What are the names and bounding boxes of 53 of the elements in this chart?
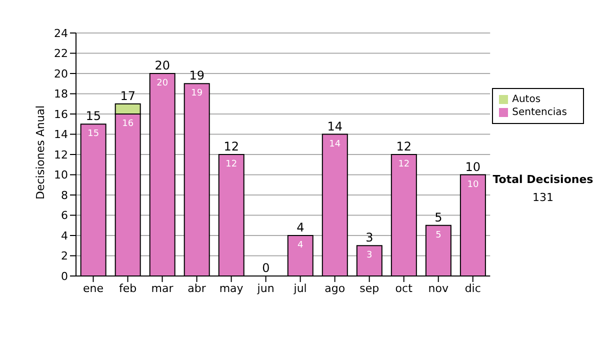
x-tick-label: jun bbox=[256, 282, 274, 295]
y-tick-label: 4 bbox=[61, 229, 68, 242]
x-tick-label: may bbox=[219, 282, 244, 295]
y-tick-label: 16 bbox=[54, 108, 68, 121]
text: 131 bbox=[532, 191, 554, 204]
data-label: 15 bbox=[88, 129, 100, 140]
x-tick-label: sep bbox=[360, 282, 380, 295]
total-label: 19 bbox=[189, 68, 205, 83]
y-tick-label: 24 bbox=[54, 26, 68, 40]
data-label: 3 bbox=[366, 250, 372, 261]
data-label: 5 bbox=[436, 230, 442, 240]
y-tick-label: 8 bbox=[61, 188, 68, 202]
x-tick-label: feb bbox=[118, 282, 137, 295]
legend-label: Autos bbox=[512, 94, 541, 105]
total-label: 10 bbox=[465, 160, 481, 174]
total-label: 14 bbox=[327, 119, 343, 134]
total-label: 4 bbox=[296, 220, 304, 234]
total-label: 17 bbox=[120, 88, 136, 103]
data-label: 14 bbox=[329, 139, 341, 150]
total-label: 3 bbox=[366, 230, 374, 245]
y-axis-title: Decisiones Anual bbox=[34, 105, 47, 200]
total-label: 5 bbox=[434, 210, 442, 224]
x-tick-label: dic bbox=[464, 282, 481, 295]
data-label: 4 bbox=[298, 240, 304, 250]
data-label: 16 bbox=[122, 119, 134, 129]
x-tick-label: oct bbox=[395, 282, 414, 295]
data-label: 12 bbox=[398, 160, 410, 170]
legend-label: Sentencias bbox=[512, 107, 567, 118]
total-label: 12 bbox=[224, 140, 240, 154]
data-label: 20 bbox=[156, 78, 168, 88]
total-label: 15 bbox=[86, 109, 101, 124]
x-tick-label: ago bbox=[324, 282, 346, 295]
text: Total Decisiones bbox=[492, 173, 594, 186]
y-tick-label: 2 bbox=[61, 250, 68, 263]
data-label: 19 bbox=[191, 88, 203, 99]
y-tick-label: 20 bbox=[54, 67, 68, 80]
x-tick-label: jul bbox=[292, 282, 307, 295]
y-tick-label: 0 bbox=[61, 270, 68, 283]
total-label: 12 bbox=[396, 140, 412, 154]
x-tick-label: nov bbox=[428, 282, 449, 295]
total-label: 20 bbox=[154, 58, 170, 72]
total-label: 0 bbox=[262, 261, 270, 275]
x-tick-label: abr bbox=[188, 282, 206, 295]
data-label: 10 bbox=[467, 180, 479, 190]
y-tick-label: 22 bbox=[54, 47, 68, 60]
y-tick-label: 14 bbox=[54, 128, 68, 142]
x-tick-label: mar bbox=[151, 282, 174, 295]
x-tick-label: ene bbox=[82, 282, 104, 295]
y-tick-label: 12 bbox=[54, 148, 68, 162]
y-tick-label: 10 bbox=[54, 168, 68, 182]
y-tick-label: 6 bbox=[61, 209, 68, 222]
data-label: 12 bbox=[226, 160, 238, 170]
y-tick-label: 18 bbox=[54, 88, 68, 101]
